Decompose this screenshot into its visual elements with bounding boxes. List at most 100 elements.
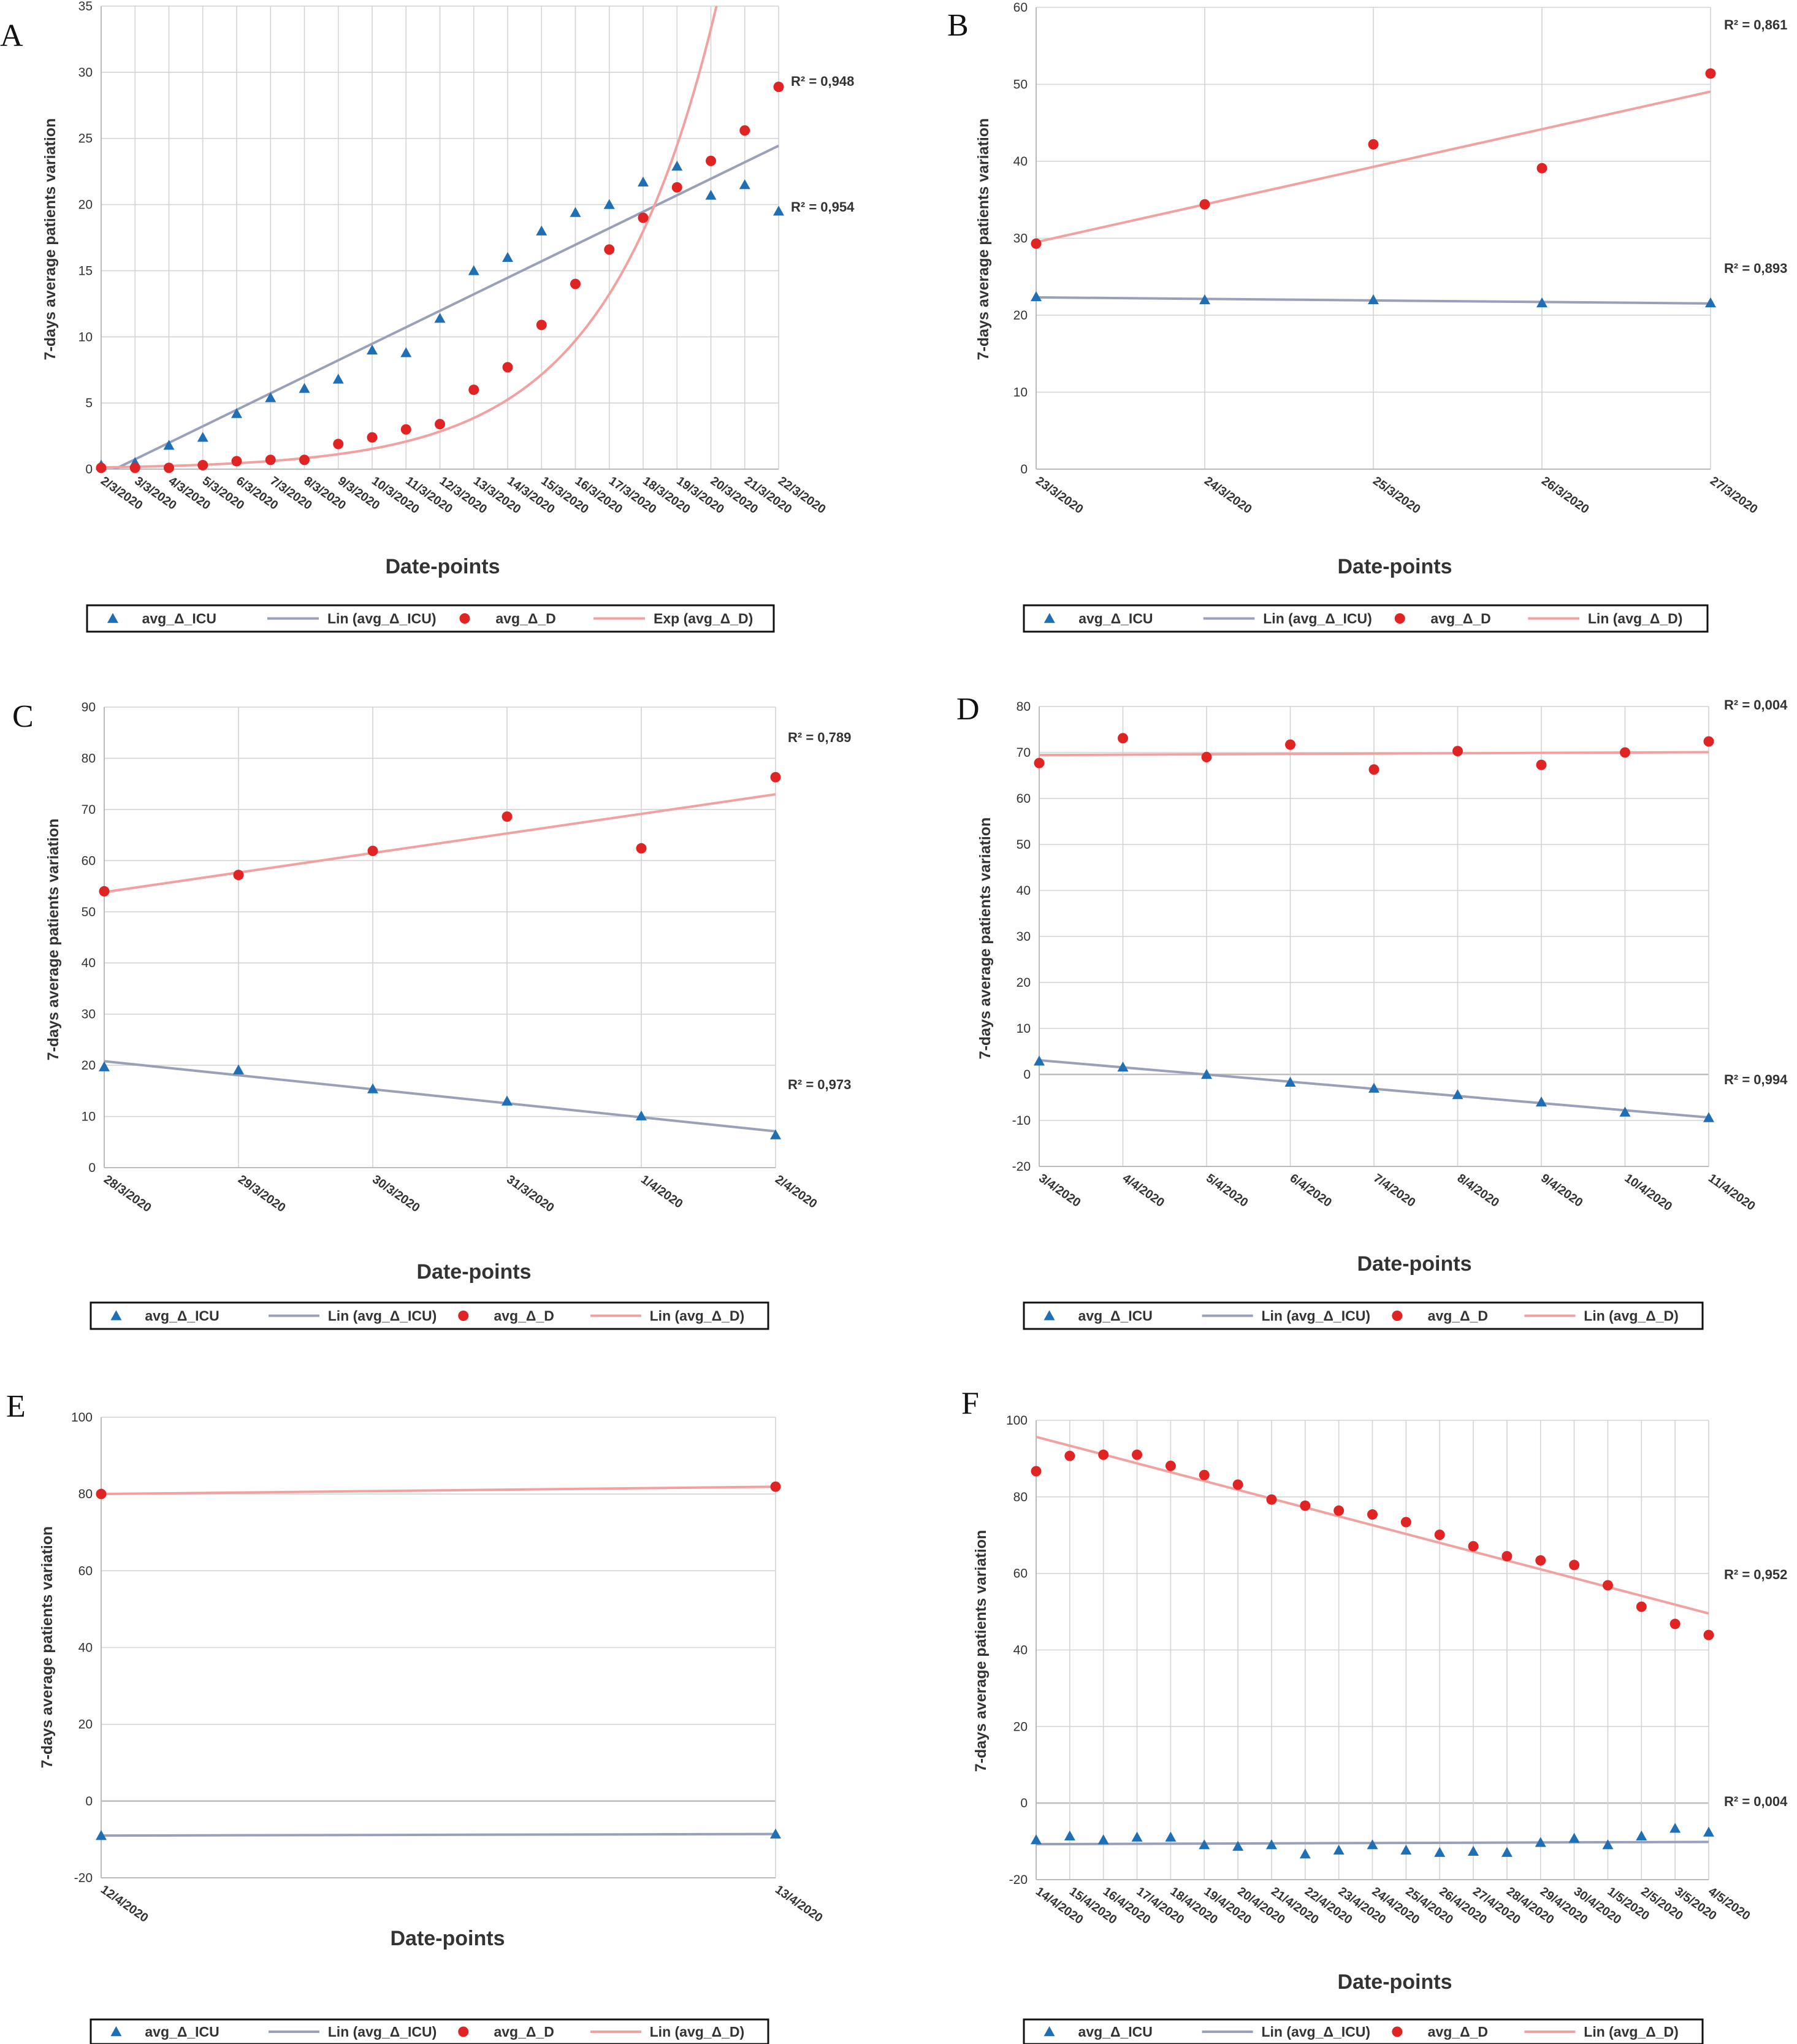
icu-point [163,440,175,450]
d-point [299,454,310,465]
icu-point [1568,1832,1580,1843]
d-point [96,462,107,473]
legend-d-label: avg_Δ_D [494,2024,554,2040]
d-point [536,320,547,331]
d-point [671,182,682,193]
y-tick-label: 20 [1013,1720,1028,1734]
x-axis-title: Date-points [386,555,500,578]
d-point [1199,199,1210,210]
d-point [1669,1618,1681,1629]
legend-d-label: avg_Δ_D [1428,1308,1488,1324]
d-point [1367,1509,1378,1520]
d-point [1333,1505,1345,1516]
x-tick-label: 24/3/2020 [1202,474,1254,516]
y-axis-title: 7-days average patients variation [42,118,59,361]
d-point [99,886,110,897]
chart-panel-a: A051015202530352/3/20203/3/20204/3/20205… [0,0,855,633]
d-point [1569,1560,1580,1571]
legend-d-marker [459,613,470,624]
y-tick-label: -10 [1012,1114,1031,1128]
icu-r2-label: R² = 0,954 [791,199,855,215]
icu-point [1097,1834,1109,1845]
icu-point [367,344,378,355]
d-point [1536,163,1547,174]
d-point [604,244,615,255]
icu-point [96,1830,107,1840]
y-tick-label: 60 [1017,792,1031,806]
d-point [367,845,378,856]
y-tick-label: -20 [1009,1873,1028,1887]
d-r2-label: R² = 0,004 [1724,697,1788,713]
legend-icu-trend-label: Lin (avg_Δ_ICU) [1263,611,1372,627]
x-axis-title: Date-points [391,1927,505,1950]
y-tick-label: 35 [78,0,93,13]
icu-point [705,189,717,200]
y-axis-title: 7-days average patients variation [975,118,992,361]
icu-point [502,1095,513,1106]
icu-point [1602,1839,1614,1850]
y-tick-label: 20 [82,1058,96,1073]
panel-label: F [961,1386,979,1421]
panel-label: E [6,1389,26,1424]
x-tick-label: 3/4/2020 [1036,1171,1083,1210]
icu-point [1501,1847,1513,1857]
icu-point [1536,1097,1547,1107]
icu-point [468,265,479,275]
d-point [1034,757,1045,768]
icu-point [299,383,310,393]
y-tick-label: 40 [82,956,96,970]
y-tick-label: 0 [85,462,93,477]
y-tick-label: 80 [1013,1490,1028,1504]
icu-point [1199,294,1210,305]
legend-d-label: avg_Δ_D [494,1308,554,1324]
x-tick-label: 23/3/2020 [1033,474,1086,516]
legend-box [86,604,775,633]
legend-d-label: avg_Δ_D [495,611,555,627]
x-tick-label: 7/4/2020 [1371,1171,1417,1210]
icu-r2-label: R² = 0,004 [1724,1794,1788,1809]
y-tick-label: 0 [1020,1796,1028,1810]
icu-point [1201,1069,1212,1079]
x-tick-label: 11/4/2020 [1706,1171,1758,1213]
d-point [1535,1555,1546,1566]
d-point [1118,733,1128,744]
y-tick-label: 40 [1013,155,1028,169]
legend-box [1023,1301,1704,1330]
y-tick-label: 40 [1013,1644,1028,1658]
icu-point [502,251,513,262]
icu-point [1703,1826,1714,1837]
icu-point [1669,1823,1681,1833]
d-point [773,82,784,93]
y-axis-title: 7-days average patients variation [45,819,62,1061]
x-tick-label: 13/4/2020 [773,1883,825,1925]
y-tick-label: 0 [88,1161,96,1175]
x-tick-label: 10/4/2020 [1622,1171,1675,1214]
y-tick-label: 0 [85,1794,93,1809]
legend-d-trend-label: Exp (avg_Δ_D) [654,611,753,627]
d-point [96,1488,107,1499]
d-point [1452,746,1463,757]
legend-d-marker [1392,1311,1403,1321]
d-point [1165,1460,1176,1471]
icu-point [197,432,208,442]
icu-point [1535,1837,1546,1847]
y-tick-label: 80 [82,751,96,765]
y-tick-label: 100 [1006,1414,1028,1428]
y-tick-label: 100 [71,1411,93,1425]
d-point [739,125,750,136]
icu-point [636,1110,647,1120]
icu-point [1434,1847,1446,1857]
y-tick-label: 25 [78,132,93,146]
x-tick-label: 28/3/2020 [101,1173,154,1215]
d-point [129,462,140,473]
x-tick-label: 31/3/2020 [504,1173,557,1215]
icu-point [231,408,242,418]
legend-icu-trend-label: Lin (avg_Δ_ICU) [1261,1308,1370,1324]
d-point [1285,739,1295,750]
y-tick-label: 30 [1017,930,1031,944]
icu-point [1165,1831,1177,1842]
legend-d-trend-label: Lin (avg_Δ_D) [1588,611,1683,627]
y-tick-label: 70 [1017,746,1031,760]
x-axis-title: Date-points [1357,1252,1472,1276]
y-tick-label: -20 [1012,1160,1031,1174]
